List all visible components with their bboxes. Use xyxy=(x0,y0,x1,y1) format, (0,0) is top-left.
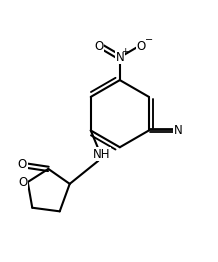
Text: O: O xyxy=(18,158,27,171)
Text: O: O xyxy=(94,40,104,53)
Text: +: + xyxy=(121,47,128,56)
Text: NH: NH xyxy=(93,148,110,161)
Text: O: O xyxy=(136,40,145,53)
Text: N: N xyxy=(174,124,182,137)
Text: N: N xyxy=(116,51,124,64)
Text: −: − xyxy=(145,35,153,45)
Text: O: O xyxy=(18,176,28,189)
